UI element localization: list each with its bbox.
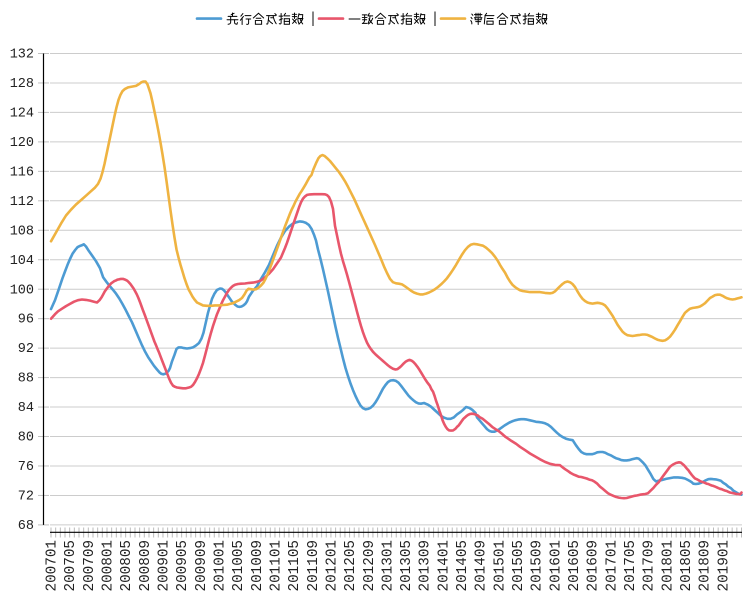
svg-text:201809: 201809 [698,540,714,591]
svg-text:201305: 201305 [399,540,415,591]
svg-text:200805: 200805 [119,540,135,591]
svg-text:201101: 201101 [268,540,284,591]
svg-text:201901: 201901 [716,540,732,591]
svg-text:201705: 201705 [623,540,639,591]
svg-text:201409: 201409 [474,540,490,591]
svg-text:201201: 201201 [324,540,340,591]
svg-text:201501: 201501 [492,540,508,591]
svg-text:112: 112 [10,195,34,210]
svg-text:132: 132 [10,48,34,63]
svg-text:201009: 201009 [250,540,266,591]
svg-text:201205: 201205 [343,540,359,591]
svg-text:201701: 201701 [604,540,620,591]
svg-text:200905: 200905 [175,540,191,591]
svg-text:201509: 201509 [530,540,546,591]
svg-text:84: 84 [18,401,34,416]
svg-text:124: 124 [10,106,34,121]
svg-text:201805: 201805 [679,540,695,591]
svg-text:201405: 201405 [455,540,471,591]
svg-text:200705: 200705 [63,540,79,591]
svg-text:201505: 201505 [511,540,527,591]
svg-text:80: 80 [18,431,34,446]
svg-text:201709: 201709 [642,540,658,591]
svg-text:201609: 201609 [586,540,602,591]
svg-text:104: 104 [10,254,34,269]
svg-text:201601: 201601 [548,540,564,591]
svg-text:200801: 200801 [100,540,116,591]
svg-text:92: 92 [18,342,34,357]
svg-text:201109: 201109 [306,540,322,591]
svg-text:128: 128 [10,77,34,92]
svg-text:201105: 201105 [287,540,303,591]
svg-text:201605: 201605 [567,540,583,591]
svg-text:201209: 201209 [362,540,378,591]
svg-text:100: 100 [10,283,34,298]
svg-text:201301: 201301 [380,540,396,591]
svg-text:201001: 201001 [212,540,228,591]
svg-text:201801: 201801 [660,540,676,591]
svg-text:116: 116 [10,165,34,180]
svg-text:96: 96 [18,313,34,328]
svg-text:201309: 201309 [418,540,434,591]
svg-text:200709: 200709 [82,540,98,591]
svg-text:200901: 200901 [156,540,172,591]
svg-text:200701: 200701 [45,540,61,591]
svg-text:201005: 201005 [231,540,247,591]
svg-text:76: 76 [18,460,34,475]
svg-text:88: 88 [18,372,34,387]
svg-text:200909: 200909 [194,540,210,591]
svg-text:68: 68 [18,519,34,534]
svg-text:72: 72 [18,490,34,505]
svg-text:200809: 200809 [138,540,154,591]
svg-text:120: 120 [10,136,34,151]
svg-text:201401: 201401 [436,540,452,591]
svg-text:108: 108 [10,224,34,239]
